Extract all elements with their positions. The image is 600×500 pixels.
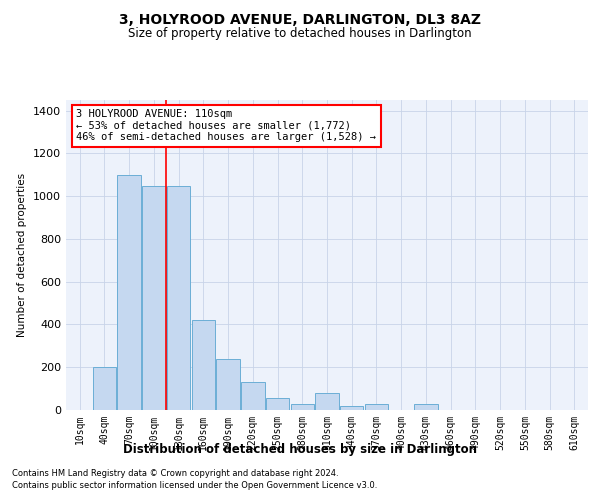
Text: Size of property relative to detached houses in Darlington: Size of property relative to detached ho… xyxy=(128,28,472,40)
Bar xyxy=(266,398,289,410)
Text: Contains public sector information licensed under the Open Government Licence v3: Contains public sector information licen… xyxy=(12,481,377,490)
Text: 3, HOLYROOD AVENUE, DARLINGTON, DL3 8AZ: 3, HOLYROOD AVENUE, DARLINGTON, DL3 8AZ xyxy=(119,12,481,26)
Bar xyxy=(365,404,388,410)
Text: Contains HM Land Registry data © Crown copyright and database right 2024.: Contains HM Land Registry data © Crown c… xyxy=(12,468,338,477)
Bar xyxy=(241,382,265,410)
Bar xyxy=(92,367,116,410)
Bar xyxy=(142,186,166,410)
Text: Distribution of detached houses by size in Darlington: Distribution of detached houses by size … xyxy=(123,442,477,456)
Bar xyxy=(290,404,314,410)
Bar xyxy=(414,404,438,410)
Y-axis label: Number of detached properties: Number of detached properties xyxy=(17,173,28,337)
Bar xyxy=(340,406,364,410)
Bar xyxy=(315,393,339,410)
Bar xyxy=(216,358,240,410)
Bar xyxy=(191,320,215,410)
Bar xyxy=(167,186,190,410)
Bar xyxy=(118,175,141,410)
Text: 3 HOLYROOD AVENUE: 110sqm
← 53% of detached houses are smaller (1,772)
46% of se: 3 HOLYROOD AVENUE: 110sqm ← 53% of detac… xyxy=(76,110,376,142)
